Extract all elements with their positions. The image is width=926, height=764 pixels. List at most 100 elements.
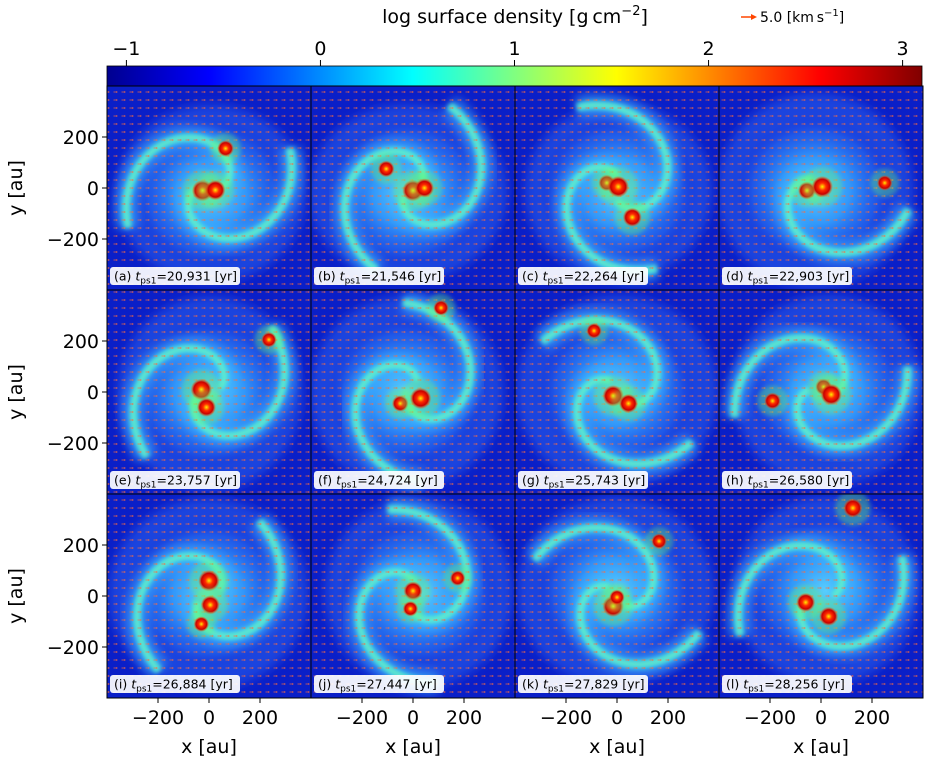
protostar-3 <box>876 175 893 191</box>
panel-k: (k) tps1=27,829 [yr] <box>514 493 720 703</box>
panel-time-label: (j) tps1=27,447 [yr] <box>318 677 437 695</box>
x-axis-label: x [au] <box>385 736 441 758</box>
colorbar-ticks: −1 0 1 2 3 <box>112 38 909 66</box>
panel-l: (l) tps1=28,256 [yr] <box>718 493 924 703</box>
protostar-3 <box>622 207 642 227</box>
panel-time-label: (k) tps1=27,829 [yr] <box>522 677 645 695</box>
panel-label-box <box>314 267 444 285</box>
x-tick-label: −200 <box>336 707 388 729</box>
panel-d: (d) tps1=22,903 [yr] <box>718 85 924 291</box>
protostar-3 <box>764 392 781 410</box>
panel-f: (f) tps1=24,724 [yr] <box>310 289 516 495</box>
panel-time-label: (d) tps1=22,903 [yr] <box>726 269 849 287</box>
panel-c: (c) tps1=22,264 [yr] <box>514 85 720 291</box>
panel-b: (b) tps1=21,546 [yr] <box>310 85 516 291</box>
x-tick-label: 200 <box>242 707 278 729</box>
y-tick-label: 0 <box>87 178 99 200</box>
panel-label-box <box>314 471 444 489</box>
protostar-2 <box>820 383 842 406</box>
x-tick-label: 0 <box>611 707 623 729</box>
panel-label-box <box>722 267 852 285</box>
panel-time-label: (l) tps1=28,256 [yr] <box>726 677 845 695</box>
panel-label-box <box>518 675 648 693</box>
panel-label-box <box>110 267 240 285</box>
panel-time-label: (b) tps1=21,546 [yr] <box>318 269 441 287</box>
panel-label-box <box>722 675 852 693</box>
protostar-2 <box>414 178 435 198</box>
panel-label-box <box>110 471 240 489</box>
y-tick-label: 200 <box>63 331 99 353</box>
protostar-3 <box>586 323 602 339</box>
panel-time-label: (i) tps1=26,884 [yr] <box>114 677 233 695</box>
protostar-3 <box>651 533 667 549</box>
protostar-2 <box>819 606 839 627</box>
protostar-2 <box>811 175 834 198</box>
panel-label-box <box>518 471 648 489</box>
x-axis-label: x [au] <box>181 736 237 758</box>
panel-a: (a) tps1=20,931 [yr] <box>102 85 312 291</box>
protostar-3 <box>193 616 210 632</box>
protostar-3 <box>217 140 234 157</box>
colorbar-gradient <box>106 65 923 87</box>
velocity-key-label: 5.0 [km s−1] <box>760 8 844 26</box>
x-tick-label: −200 <box>540 707 592 729</box>
protostar-3 <box>843 498 863 518</box>
panel-time-label: (e) tps1=23,757 [yr] <box>114 473 237 491</box>
panel-i: (i) tps1=26,884 [yr] <box>102 493 312 703</box>
panel-g: (g) tps1=25,743 [yr] <box>514 289 720 495</box>
protostar-2 <box>205 179 226 201</box>
y-tick-label: −200 <box>47 637 99 659</box>
colorbar-tick-label: 1 <box>508 38 520 60</box>
colorbar-tick-label: 2 <box>703 38 715 60</box>
y-tick-label: 0 <box>87 586 99 608</box>
y-axis-label: y [au] <box>5 568 27 624</box>
x-tick-label: 200 <box>650 707 686 729</box>
x-tick-label: 0 <box>407 707 419 729</box>
colorbar-tick-label: −1 <box>112 38 140 60</box>
y-tick-label: 200 <box>63 535 99 557</box>
velocity-key-exponent: −1 <box>824 8 839 19</box>
protostar-3 <box>377 160 395 178</box>
colorbar-tick-label: 0 <box>314 38 326 60</box>
panel-time-label: (h) tps1=26,580 [yr] <box>726 473 849 491</box>
protostar-1 <box>796 592 816 612</box>
protostar-2 <box>200 595 220 615</box>
y-tick-label: 0 <box>87 382 99 404</box>
protostar-2 <box>196 397 217 417</box>
panel-label-box <box>314 675 444 693</box>
panel-e: (e) tps1=23,757 [yr] <box>102 289 312 495</box>
x-tick-label: 0 <box>815 707 827 729</box>
velocity-key: 5.0 [km s−1] <box>741 8 844 26</box>
protostar-2 <box>402 600 419 617</box>
panel-time-label: (c) tps1=22,264 [yr] <box>522 269 644 287</box>
y-axis-label: y [au] <box>5 364 27 420</box>
colorbar-tick-label: 3 <box>897 38 909 60</box>
protostar-3 <box>433 300 449 316</box>
panel-time-label: (f) tps1=24,724 [yr] <box>318 473 438 491</box>
panel-label-box <box>518 267 648 285</box>
y-tick-label: −200 <box>47 433 99 455</box>
protostar-3 <box>449 570 466 586</box>
x-tick-label: 200 <box>446 707 482 729</box>
x-tick-label: −200 <box>744 707 796 729</box>
protostar-2 <box>607 175 630 198</box>
colorbar-label: log surface density [g cm−2] <box>382 4 648 28</box>
panel-time-label: (a) tps1=20,931 [yr] <box>114 269 237 287</box>
protostar-1 <box>198 569 220 592</box>
velocity-key-arrowhead <box>751 14 757 20</box>
x-axis-label: x [au] <box>793 736 849 758</box>
y-axis-label: y [au] <box>5 160 27 216</box>
panel-time-label: (g) tps1=25,743 [yr] <box>522 473 645 491</box>
protostar-2 <box>409 387 432 410</box>
colorbar-label-exponent: −2 <box>621 4 640 19</box>
x-tick-label: 200 <box>854 707 890 729</box>
panel-j: (j) tps1=27,447 [yr] <box>310 493 516 703</box>
protostar-3 <box>261 331 277 348</box>
x-axis-label: x [au] <box>589 736 645 758</box>
x-tick-label: −200 <box>132 707 184 729</box>
panel-label-box <box>110 675 240 693</box>
protostar-2 <box>609 589 625 606</box>
y-tick-label: 200 <box>63 127 99 149</box>
axes-layer: 200 0 −200 y [au] 200 0 −200 y [au] 200 0 −200 y [a… <box>5 127 890 758</box>
